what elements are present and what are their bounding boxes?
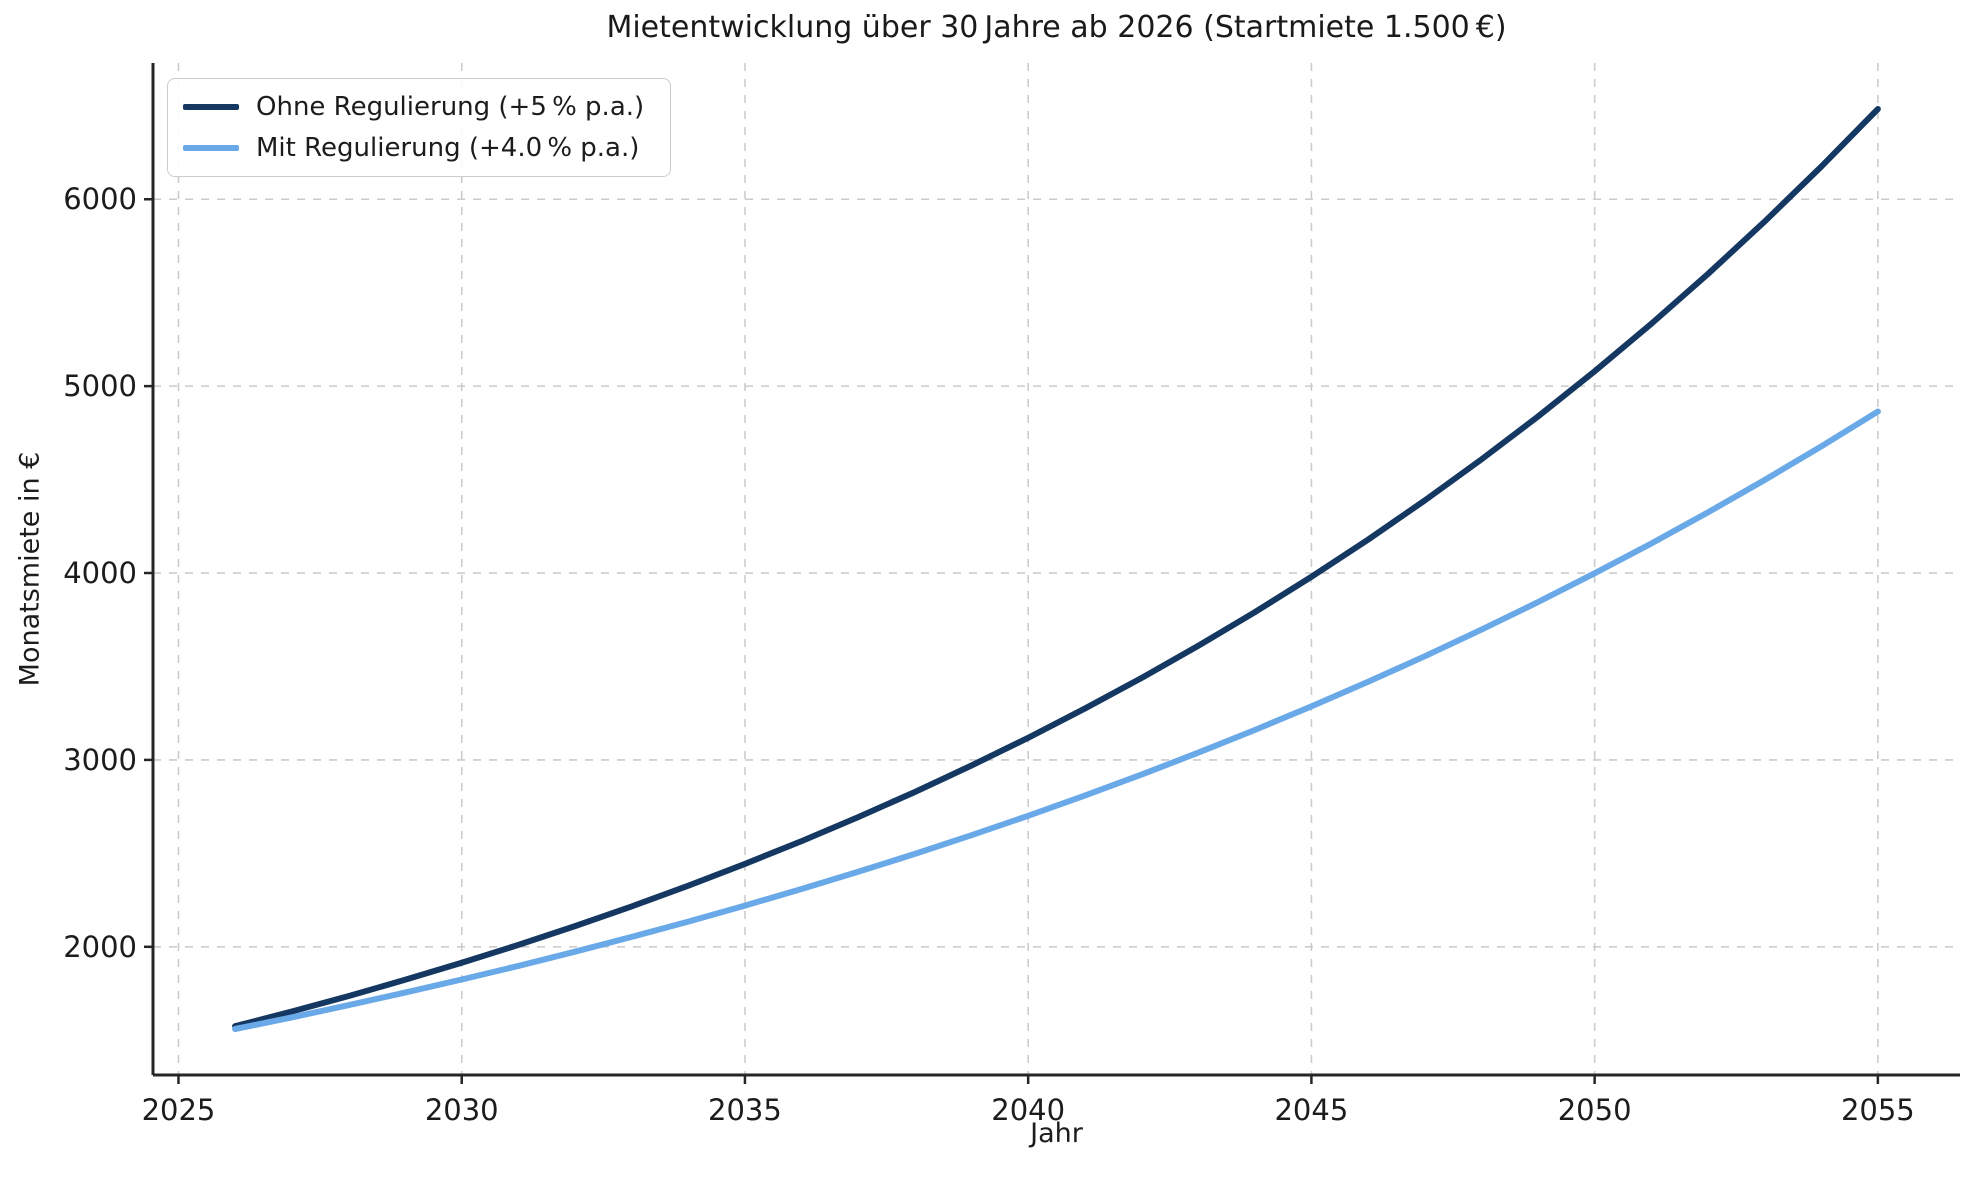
legend-line-swatch-light bbox=[183, 145, 239, 151]
y-axis-label: Monatsmiete in € bbox=[14, 451, 46, 687]
x-tick-label: 2030 bbox=[425, 1093, 499, 1127]
series-line-mit-regulierung bbox=[232, 408, 1881, 1032]
x-tick-label: 2040 bbox=[991, 1093, 1065, 1127]
x-tick-label: 2045 bbox=[1274, 1093, 1348, 1127]
legend: Ohne Regulierung (+5 % p.a.) Mit Regulie… bbox=[167, 78, 672, 177]
legend-label: Mit Regulierung (+4.0 % p.a.) bbox=[256, 133, 640, 163]
legend-item-mit-regulierung: Mit Regulierung (+4.0 % p.a.) bbox=[183, 133, 644, 163]
legend-label: Ohne Regulierung (+5 % p.a.) bbox=[256, 92, 645, 122]
y-tick-label: 4000 bbox=[63, 556, 137, 590]
x-tick-label: 2025 bbox=[142, 1093, 216, 1127]
x-tick-label: 2035 bbox=[708, 1093, 782, 1127]
y-tick-label: 5000 bbox=[63, 369, 137, 403]
chart-title: Mietentwicklung über 30 Jahre ab 2026 (S… bbox=[606, 10, 1507, 45]
series-line-ohne-regulierung bbox=[232, 106, 1881, 1030]
y-tick-label: 2000 bbox=[63, 930, 137, 964]
y-tick-label: 3000 bbox=[63, 743, 137, 777]
x-axis-label: Jahr bbox=[1030, 1118, 1083, 1149]
y-tick-label: 6000 bbox=[63, 182, 137, 216]
x-tick-label: 2050 bbox=[1558, 1093, 1632, 1127]
x-tick-label: 2055 bbox=[1841, 1093, 1915, 1127]
legend-line-swatch-dark bbox=[183, 104, 239, 110]
legend-item-ohne-regulierung: Ohne Regulierung (+5 % p.a.) bbox=[183, 92, 644, 122]
